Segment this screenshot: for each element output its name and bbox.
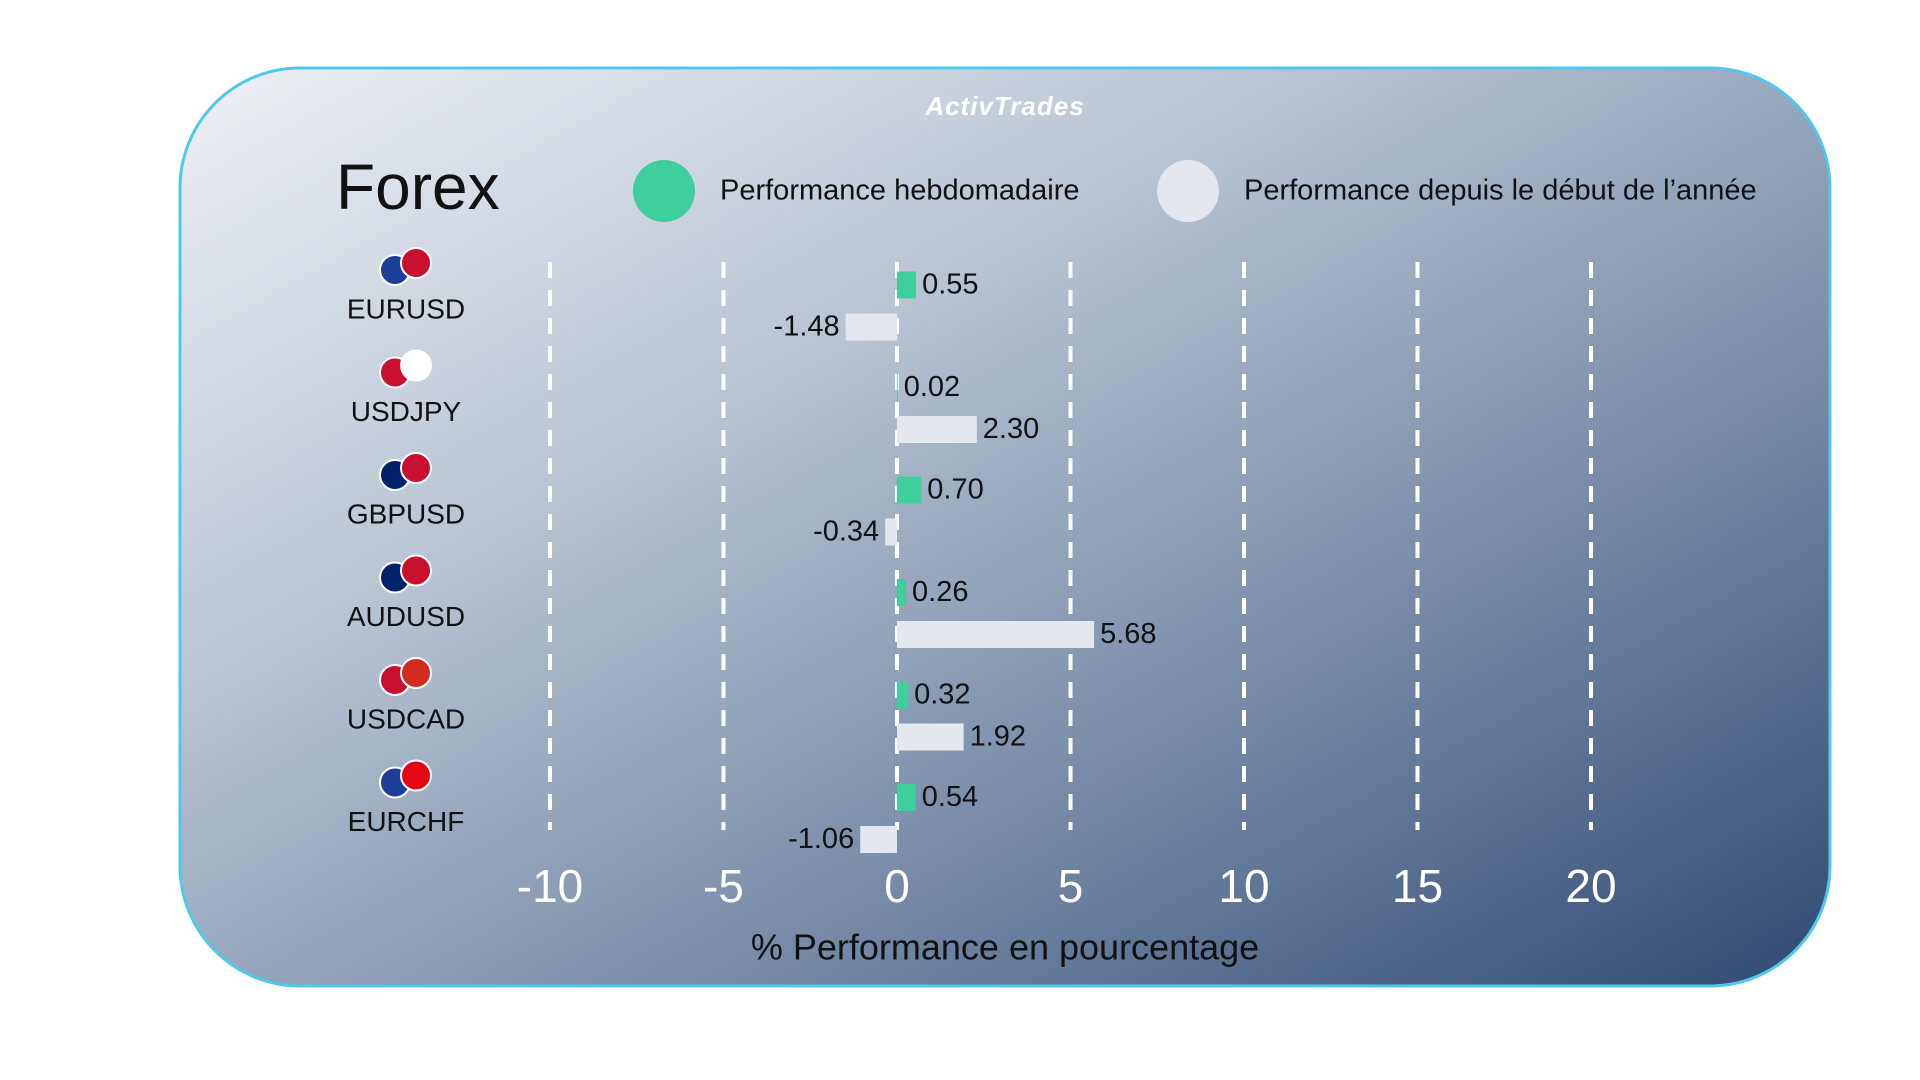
data-label: 0.26 [912,576,968,608]
bar [897,681,909,709]
x-tick-label: 20 [1565,860,1616,912]
legend-label: Performance hebdomadaire [720,175,1079,207]
data-label: 2.30 [983,413,1039,445]
bar [897,416,977,443]
category-label: GBPUSD [347,498,465,529]
category-label: EURCHF [348,806,465,837]
x-tick-label: 15 [1392,860,1443,912]
flag [400,759,432,792]
logo: ActivTrades [924,91,1084,121]
bar [885,518,897,546]
flag [400,247,432,279]
data-label: 5.68 [1100,618,1156,650]
bar [897,784,916,811]
bar [897,374,898,401]
bar [860,826,897,853]
legend-label: Performance depuis le début de l’année [1244,175,1757,207]
flag [400,452,432,484]
legend-swatch [633,160,695,222]
category-label: USDJPY [351,396,462,427]
category-label: EURUSD [347,293,465,324]
x-tick-label: 0 [884,860,910,912]
bar [897,271,917,299]
data-label: -0.34 [813,516,879,548]
data-label: 0.55 [922,269,978,301]
data-label: 0.70 [927,474,983,506]
legend-swatch [1157,160,1219,222]
x-axis-label: % Performance en pourcentage [751,927,1259,968]
bar [897,621,1095,648]
bar [897,476,922,504]
data-label: 0.54 [922,781,978,813]
flag [400,349,432,382]
x-tick-label: 10 [1218,860,1269,912]
data-label: -1.48 [774,311,840,343]
bar [897,723,964,751]
data-label: 0.32 [914,679,970,711]
chart-title: Forex [336,151,500,223]
x-tick-label: -5 [703,860,744,912]
bar [897,579,907,606]
data-label: 1.92 [970,721,1026,753]
bar [845,313,897,341]
category-label: AUDUSD [347,601,465,632]
x-tick-label: -10 [517,860,583,912]
flag [400,657,432,689]
data-label: 0.02 [904,371,960,403]
category-label: USDCAD [347,703,465,734]
x-tick-label: 5 [1058,860,1084,912]
flag [400,554,432,587]
data-label: -1.06 [788,823,854,855]
